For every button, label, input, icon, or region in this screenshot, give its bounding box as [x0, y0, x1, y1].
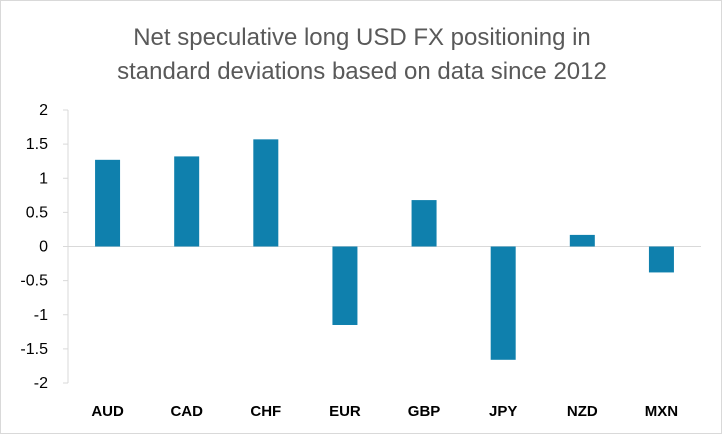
bar-gbp — [411, 200, 437, 247]
bar-eur — [332, 246, 358, 325]
x-category-label: EUR — [329, 403, 361, 420]
chart-title-line-1: Net speculative long USD FX positioning … — [133, 24, 591, 51]
chart-title: Net speculative long USD FX positioning … — [1, 21, 722, 89]
y-tick-label: -1.5 — [20, 341, 48, 358]
y-tick-label: -2 — [34, 375, 48, 392]
bar-aud — [95, 159, 121, 247]
bar-cad — [174, 156, 200, 247]
x-category-label: NZD — [567, 403, 598, 420]
x-category-label: CHF — [250, 403, 281, 420]
x-category-label: GBP — [408, 403, 441, 420]
x-category-label: MXN — [645, 403, 678, 420]
y-tick-label: 2 — [39, 102, 48, 119]
bar-chf — [253, 139, 279, 247]
x-category-label: JPY — [489, 403, 517, 420]
bar-mxn — [648, 246, 674, 273]
x-category-label: AUD — [91, 403, 124, 420]
chart-title-line-2: standard deviations based on data since … — [117, 58, 607, 85]
y-tick-label: 1.5 — [26, 136, 48, 153]
x-category-label: CAD — [170, 403, 203, 420]
bar-nzd — [569, 234, 595, 247]
y-tick-label: 1 — [39, 170, 48, 187]
y-tick-label: 0.5 — [26, 204, 48, 221]
bar-jpy — [490, 246, 516, 360]
y-tick-label: -0.5 — [20, 273, 48, 290]
y-tick-label: -1 — [34, 307, 48, 324]
y-tick-label: 0 — [39, 239, 48, 256]
